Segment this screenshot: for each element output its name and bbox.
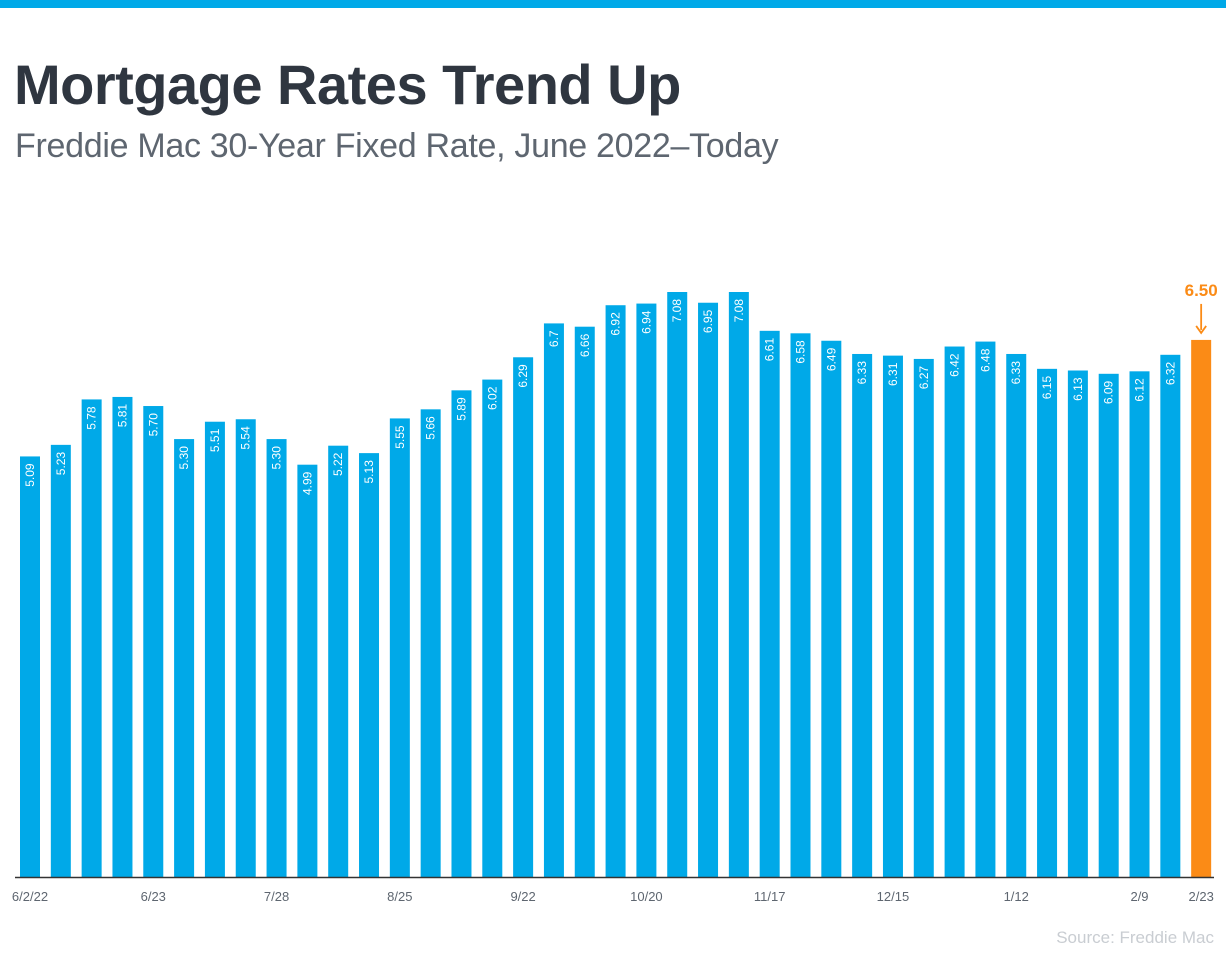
bar-value-label: 5.81	[115, 404, 129, 428]
bar-value-label: 7.08	[670, 299, 684, 323]
bar-value-label: 6.29	[516, 364, 530, 388]
bar-2-2	[1098, 373, 1119, 877]
bar-value-label: 6.02	[485, 386, 499, 410]
bar-value-label: 5.89	[454, 397, 468, 421]
chart-title: Mortgage Rates Trend Up	[14, 53, 681, 116]
bar-value-label: 6.49	[824, 347, 838, 371]
x-tick-label: 2/9	[1130, 889, 1148, 904]
bar-1-5	[975, 341, 996, 878]
bar-12-1	[821, 340, 842, 877]
bar-12-8	[852, 353, 873, 878]
bar-2-23	[1191, 339, 1212, 877]
bar-value-label: 5.23	[54, 452, 68, 476]
bar-8-25	[389, 418, 410, 877]
bar-value-label: 5.66	[424, 416, 438, 440]
bar-11-10	[728, 292, 749, 877]
x-tick-label: 11/17	[754, 889, 786, 904]
bar-value-label: 6.48	[978, 348, 992, 372]
bar-8-11	[328, 445, 349, 877]
bar-12-29	[944, 346, 965, 877]
bar-10-13	[605, 305, 626, 878]
bar-7-14	[204, 421, 225, 877]
bar-1-12	[1006, 353, 1027, 878]
bar-value-label: 5.13	[362, 460, 376, 484]
bar-value-label: 5.55	[393, 425, 407, 449]
bar-9-29	[543, 323, 564, 877]
bar-9-22	[513, 357, 534, 877]
bar-2-16	[1160, 354, 1181, 877]
bar-7-7	[174, 439, 195, 877]
bar-value-label: 5.30	[177, 446, 191, 470]
x-tick-label: 1/12	[1004, 889, 1029, 904]
bar-value-label: 5.54	[239, 426, 253, 450]
bar-value-label: 5.78	[85, 406, 99, 430]
highlight-callout: 6.50	[1185, 281, 1218, 335]
bar-10-20	[636, 303, 657, 877]
bar-6-2-22	[20, 456, 40, 877]
bar-11-3	[698, 302, 719, 877]
bar-value-label: 6.32	[1163, 361, 1177, 385]
bar-value-label: 6.42	[948, 353, 962, 377]
bar-value-label: 6.94	[639, 310, 653, 334]
bar-value-label: 6.66	[578, 333, 592, 357]
x-tick-label: 7/28	[264, 889, 289, 904]
x-tick-label: 10/20	[630, 889, 663, 904]
top-accent-rule	[0, 0, 1226, 8]
bar-8-4	[297, 464, 318, 877]
bar-value-label: 6.7	[547, 330, 561, 347]
bar-11-23	[790, 333, 811, 877]
bar-value-label: 6.61	[763, 338, 777, 362]
x-tick-label: 8/25	[387, 889, 412, 904]
x-tick-label: 6/2/22	[12, 889, 48, 904]
bar-value-label: 5.22	[331, 452, 345, 476]
bar-value-label: 6.15	[1040, 376, 1054, 400]
bar-value-label: 7.08	[732, 299, 746, 323]
bar-6-30	[143, 406, 164, 877]
bar-12-22	[913, 358, 934, 877]
bar-6-23	[112, 396, 133, 877]
bar-value-label: 6.33	[855, 361, 869, 385]
bar-value-label: 5.70	[146, 413, 160, 437]
bar-6-16	[81, 399, 102, 877]
x-tick-label: 6/23	[141, 889, 166, 904]
bar-value-label: 6.95	[701, 309, 715, 333]
bar-9-1	[420, 409, 441, 877]
bar-value-label: 6.27	[917, 366, 931, 390]
bar-6-9	[50, 444, 71, 877]
bar-value-label: 5.09	[23, 463, 37, 487]
source-note: Source: Freddie Mac	[1056, 928, 1214, 947]
bar-9-15	[482, 379, 503, 877]
bar-value-label: 6.92	[609, 312, 623, 336]
bar-7-28	[266, 439, 287, 877]
bar-10-27	[667, 292, 688, 877]
bar-value-label: 4.99	[300, 471, 314, 495]
chart-subtitle: Freddie Mac 30-Year Fixed Rate, June 202…	[15, 127, 779, 165]
bar-value-label: 6.09	[1102, 380, 1116, 404]
bar-value-label: 6.58	[794, 340, 808, 364]
bar-value-label: 6.12	[1133, 378, 1147, 402]
highlight-arrow-icon	[1195, 325, 1207, 335]
highlight-value-label: 6.50	[1185, 281, 1218, 300]
bar-10-6	[574, 326, 595, 877]
x-tick-labels: 6/2/22 6/23 7/28 8/25 9/22 10/20 11/17 12/15 1/1…	[12, 889, 1214, 904]
bar-value-label: 6.31	[886, 362, 900, 386]
bar-value-label: 6.13	[1071, 377, 1085, 401]
bar-9-8	[451, 390, 472, 877]
x-tick-label: 9/22	[510, 889, 535, 904]
x-tick-label: 2/23	[1189, 889, 1214, 904]
bar-12-15	[882, 355, 903, 877]
bar-value-label: 6.33	[1009, 361, 1023, 385]
bar-7-21	[235, 419, 256, 877]
bar-value-labels: 5.09 5.23 5.78 5.81 5.70 5.30 5.51 5.54 5.30 4.99…	[23, 299, 1177, 495]
bar-value-label: 5.30	[270, 446, 284, 470]
bar-1-19	[1037, 368, 1058, 877]
bar-1-26	[1067, 370, 1088, 877]
bar-2-9	[1129, 371, 1150, 877]
bar-8-18	[359, 453, 380, 877]
bars-group	[20, 292, 1212, 878]
bar-11-17	[759, 330, 780, 878]
bar-value-label: 5.51	[208, 428, 222, 452]
x-tick-label: 12/15	[877, 889, 910, 904]
